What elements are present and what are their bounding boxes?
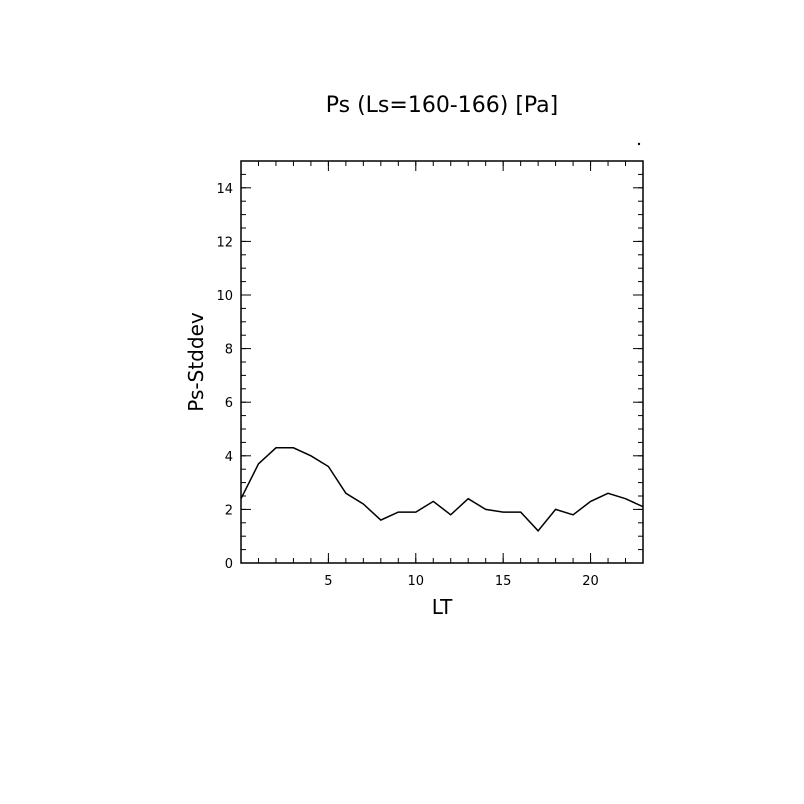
y-tick-label: 6 xyxy=(225,396,233,411)
series-line xyxy=(240,447,644,532)
plot-frame xyxy=(240,160,644,564)
y-tick-label: 14 xyxy=(216,182,233,197)
y-tick-label: 12 xyxy=(216,235,233,250)
tick-labels: 5 10 15 20 0 2 4 6 8 10 12 14 xyxy=(216,182,598,589)
corner-dot xyxy=(637,142,641,146)
x-tick-label: 10 xyxy=(408,574,425,589)
y-tick-label: 8 xyxy=(225,343,233,358)
y-axis-label: Ps-Stddev xyxy=(184,312,208,412)
y-tick-label: 4 xyxy=(225,450,233,465)
x-tick-label: 20 xyxy=(582,574,599,589)
x-tick-label: 5 xyxy=(324,574,332,589)
y-tick-label: 0 xyxy=(225,557,233,572)
y-tick-label: 2 xyxy=(225,503,233,518)
chart-title: Ps (Ls=160-166) [Pa] xyxy=(326,93,559,118)
ticks xyxy=(241,161,643,563)
y-tick-label: 10 xyxy=(216,289,233,304)
x-axis-label: LT xyxy=(432,595,453,619)
x-tick-label: 15 xyxy=(495,574,512,589)
